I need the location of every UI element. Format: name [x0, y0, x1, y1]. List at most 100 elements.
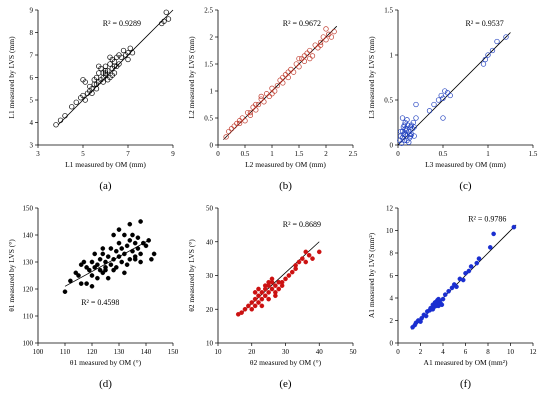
data-point [316, 249, 322, 255]
x-tick-label: 100 [33, 348, 44, 356]
data-point [474, 260, 480, 266]
data-point [96, 70, 102, 76]
chart-panel-2: 0 0.5 1 1.5 2 2.5 0 0.5 1 1.5 2 2.5 L2 measured by O… [187, 7, 358, 193]
data-point [407, 131, 413, 137]
data-point [460, 277, 466, 283]
data-point [256, 286, 261, 292]
data-point [57, 117, 64, 123]
data-point [307, 47, 313, 54]
data-point [304, 50, 310, 56]
x-tick-label: 30 [282, 348, 290, 356]
data-point [122, 270, 127, 276]
panel-label: (e) [279, 378, 292, 390]
x-tick-label: 140 [141, 348, 152, 356]
data-point [245, 109, 251, 116]
data-point [114, 265, 119, 270]
r-squared-label: R² = 0.9537 [466, 19, 504, 28]
data-point [306, 252, 312, 258]
data-point [404, 137, 410, 144]
data-point [146, 238, 151, 243]
y-tick-label: 0.5 [384, 97, 393, 105]
data-point [403, 127, 409, 134]
y-tick-label: 10 [386, 227, 394, 235]
data-point [92, 251, 97, 257]
x-tick-label: 2 [324, 150, 328, 158]
data-point [258, 96, 264, 102]
data-point [310, 256, 315, 261]
y-axis-label: θ1 measured by LVS (°) [7, 239, 16, 312]
x-tick-label: 50 [350, 348, 358, 356]
data-point [95, 262, 100, 268]
x-axis-label: L3 measured by OM (mm) [425, 160, 506, 169]
data-point [132, 240, 138, 246]
data-point [255, 101, 262, 108]
data-point [398, 140, 405, 146]
y-axis-label: A1 measured by LVS (mm²) [367, 232, 376, 318]
data-point [89, 283, 95, 289]
data-point [253, 101, 259, 108]
data-point [293, 266, 298, 272]
y-tick-label: 6 [390, 272, 394, 280]
y-tick-label: 5 [30, 97, 34, 105]
x-tick-label: 0.5 [241, 150, 250, 158]
x-tick-label: 6 [464, 348, 468, 356]
data-point [252, 290, 258, 295]
y-tick-label: 6 [30, 74, 34, 82]
x-tick-label: 2.5 [349, 150, 358, 158]
x-tick-label: 110 [60, 348, 71, 356]
x-tick-label: 1 [486, 150, 490, 158]
y-tick-label: 2.5 [204, 7, 213, 15]
data-point [411, 133, 417, 139]
data-point [242, 306, 248, 312]
x-tick-label: 150 [168, 348, 179, 356]
y-tick-label: 1.5 [204, 61, 213, 69]
data-point [259, 296, 265, 302]
data-point [269, 91, 275, 97]
data-point [399, 115, 406, 121]
data-point [274, 82, 281, 89]
data-point [413, 115, 419, 121]
data-point [300, 256, 305, 261]
data-point [89, 90, 95, 96]
data-point [263, 91, 270, 97]
x-tick-label: 9 [171, 150, 175, 158]
y-tick-label: 1 [390, 52, 394, 60]
data-point [326, 31, 332, 37]
y-tick-label: 0.5 [204, 115, 213, 123]
data-point [122, 232, 127, 238]
y-tick-label: 12 [386, 205, 394, 213]
data-point [317, 39, 324, 46]
data-point [73, 99, 79, 105]
y-axis-label: L2 measured by LVS (mm) [187, 36, 196, 119]
data-point [93, 86, 100, 92]
y-tick-label: 110 [23, 313, 34, 321]
data-point [293, 61, 299, 67]
data-point [277, 77, 283, 83]
y-tick-label: 50 [206, 205, 214, 213]
y-tick-label: 9 [30, 7, 34, 15]
data-point [400, 131, 407, 137]
data-point [487, 245, 493, 250]
data-point [252, 303, 258, 309]
data-point [84, 265, 89, 270]
data-point [426, 108, 433, 114]
data-point [440, 115, 446, 121]
data-point [283, 276, 288, 282]
data-point [299, 55, 305, 62]
data-point [279, 283, 285, 288]
data-point [130, 248, 135, 254]
data-point [463, 270, 468, 276]
data-point [62, 289, 68, 295]
data-point [256, 293, 261, 299]
data-point [449, 285, 455, 291]
data-point [53, 122, 59, 128]
y-tick-label: 20 [206, 306, 214, 314]
data-point [100, 79, 106, 85]
data-point [89, 273, 95, 278]
data-point [442, 88, 448, 94]
x-tick-label: 10 [215, 348, 223, 356]
y-axis-label: θ2 measured by LVS (°) [187, 239, 196, 312]
r-squared-label: R² = 0.4598 [81, 298, 119, 307]
chart-panel-1: 3 5 7 9 3 4 5 6 7 8 9 L1 measured by OM (mm) L1 meas… [7, 7, 175, 193]
